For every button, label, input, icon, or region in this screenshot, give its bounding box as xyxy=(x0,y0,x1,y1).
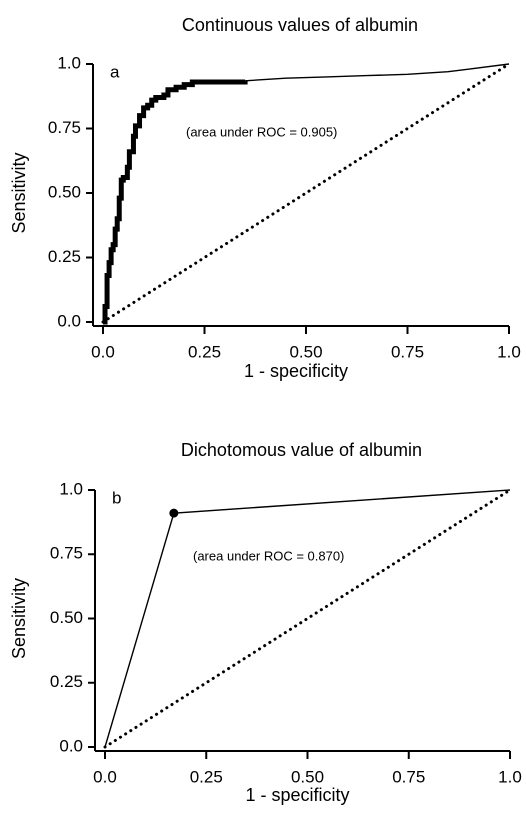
x-tick-label: 0.0 xyxy=(91,342,115,361)
x-tick-label: 0.25 xyxy=(190,767,223,786)
reference-diagonal-line xyxy=(101,62,511,324)
y-axis-title: Sensitivity xyxy=(9,152,29,233)
y-tick-label: 1.0 xyxy=(57,53,81,72)
x-tick-label: 0.75 xyxy=(392,767,425,786)
x-tick-label: 0.0 xyxy=(93,767,117,786)
auc-annotation: (area under ROC = 0.870) xyxy=(193,548,344,563)
reference-diagonal-line xyxy=(103,488,512,749)
auc-annotation: (area under ROC = 0.905) xyxy=(186,124,337,139)
x-tick-label: 1.0 xyxy=(498,767,522,786)
y-tick-label: 0.0 xyxy=(59,736,83,755)
cutoff-point xyxy=(169,508,179,518)
x-tick-label: 0.50 xyxy=(289,342,322,361)
y-tick-label: 0.50 xyxy=(50,608,83,627)
y-tick-label: 1.0 xyxy=(59,479,83,498)
y-tick-label: 0.50 xyxy=(48,182,81,201)
x-axis-title: 1 - specificity xyxy=(245,785,349,805)
y-tick-label: 0.25 xyxy=(50,672,83,691)
x-tick-label: 0.25 xyxy=(188,342,221,361)
y-tick-label: 0.0 xyxy=(57,311,81,330)
chart-title: Continuous values of albumin xyxy=(182,15,418,35)
roc-curve-step xyxy=(102,79,248,325)
y-tick-label: 0.25 xyxy=(48,247,81,266)
y-tick-label: 0.75 xyxy=(48,118,81,137)
x-axis-title: 1 - specificity xyxy=(244,361,348,381)
x-tick-label: 1.0 xyxy=(497,342,521,361)
roc-curve-tail xyxy=(245,63,510,82)
chart-title: Dichotomous value of albumin xyxy=(181,440,422,460)
x-tick-label: 0.50 xyxy=(291,767,324,786)
panel-a: Continuous values of albumin 0.0 0.25 0.50 0… xyxy=(9,15,521,381)
panel-label: b xyxy=(112,488,121,507)
y-tick-label: 0.75 xyxy=(50,544,83,563)
y-axis-title: Sensitivity xyxy=(9,578,29,659)
panel-label: a xyxy=(110,62,120,81)
x-tick-label: 0.75 xyxy=(391,342,424,361)
panel-b: Dichotomous value of albumin 0.0 0.25 0.50 0… xyxy=(9,440,522,805)
